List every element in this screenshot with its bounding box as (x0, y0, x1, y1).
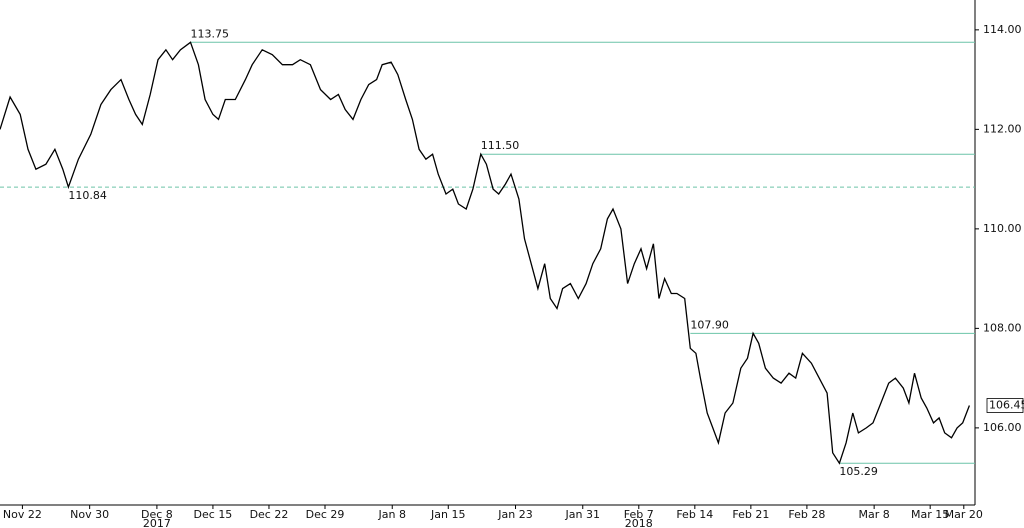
x-tick-label: Dec 29 (306, 508, 345, 521)
level-label: 111.50 (481, 139, 520, 152)
x-tick-label: Feb 28 (788, 508, 825, 521)
year-label: 2017 (143, 517, 171, 528)
price-line (0, 41, 971, 465)
year-label: 2018 (625, 517, 653, 528)
level-label: 105.29 (839, 465, 878, 478)
x-tick-label: Feb 14 (676, 508, 713, 521)
last-value-label: 106.45 (989, 398, 1024, 411)
x-tick-label: Feb 21 (732, 508, 769, 521)
x-tick-label: Jan 23 (497, 508, 532, 521)
x-tick-label: Mar 8 (859, 508, 890, 521)
x-tick-label: Mar 15 (911, 508, 949, 521)
y-tick-label: 112.00 (983, 122, 1022, 135)
y-tick-label: 114.00 (983, 23, 1022, 36)
level-label: 113.75 (191, 27, 230, 40)
level-label: 110.84 (68, 189, 107, 202)
x-tick-label: Nov 22 (3, 508, 42, 521)
x-tick-label: Dec 15 (194, 508, 233, 521)
last-value-box (986, 398, 1024, 413)
x-tick-label: Feb 7 (624, 508, 654, 521)
x-tick-label: Dec 8 (141, 508, 173, 521)
x-tick-label: Jan 8 (378, 508, 406, 521)
x-tick-label: Jan 31 (565, 508, 600, 521)
x-tick-label: Dec 22 (250, 508, 289, 521)
level-label: 107.90 (690, 318, 729, 331)
y-tick-label: 106.00 (983, 421, 1022, 434)
y-tick-label: 110.00 (983, 222, 1022, 235)
x-tick-label: Mar 20 (945, 508, 983, 521)
x-tick-label: Jan 15 (430, 508, 465, 521)
y-tick-label: 108.00 (983, 321, 1022, 334)
x-tick-label: Nov 30 (70, 508, 109, 521)
